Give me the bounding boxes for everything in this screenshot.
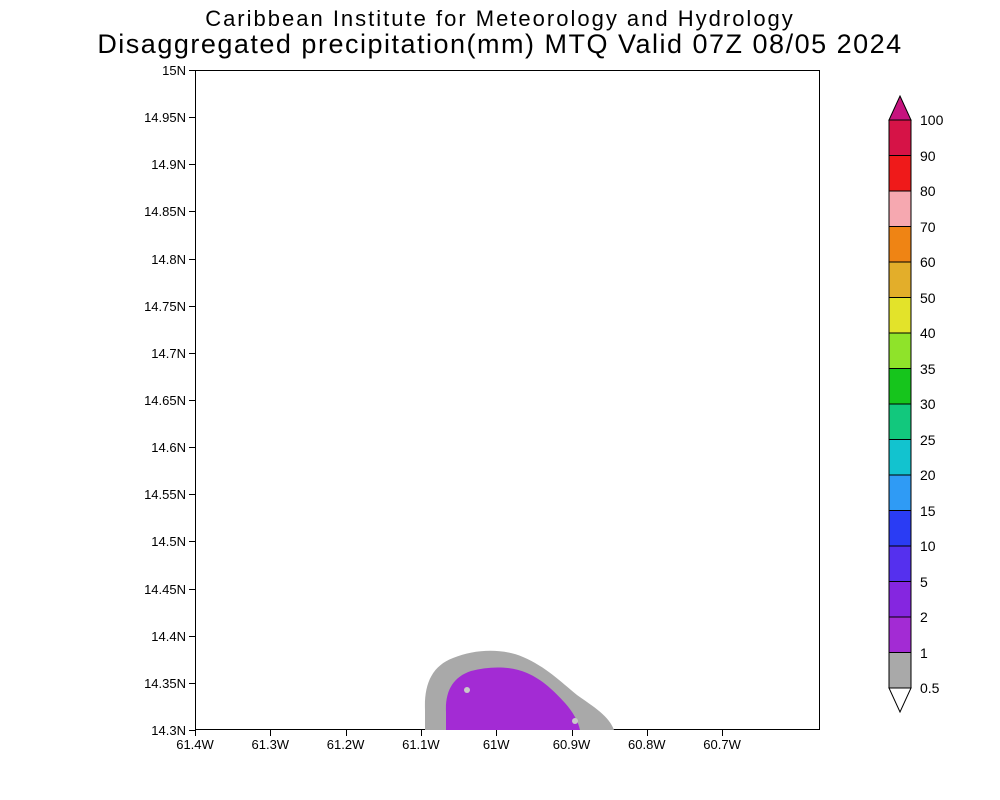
colorbar-segment-1-2: [888, 616, 912, 653]
map-plot-area: [195, 70, 820, 730]
y-tick-mark: [189, 258, 195, 260]
colorbar-segment-40-50: [888, 297, 912, 334]
x-axis-tick-label: 60.9W: [552, 737, 591, 752]
colorbar-segment-15-20: [888, 474, 912, 511]
y-tick-mark: [189, 305, 195, 307]
colorbar-upper-arrow: [888, 95, 912, 121]
x-tick-mark: [722, 730, 724, 736]
y-axis-tick-label: 14.8N: [151, 251, 186, 267]
colorbar-segment-5-10: [888, 545, 912, 582]
colorbar-label: 30: [920, 396, 936, 412]
y-tick-mark: [189, 635, 195, 637]
colorbar-segment-10-15: [888, 510, 912, 547]
y-axis-tick-label: 14.95N: [144, 110, 186, 126]
y-axis-tick-label: 14.5N: [151, 534, 186, 550]
colorbar-scale: [888, 95, 912, 713]
colorbar-label: 20: [920, 467, 936, 483]
y-axis-tick-label: 15N: [162, 63, 186, 78]
y-tick-mark: [189, 400, 195, 401]
x-tick-mark: [571, 730, 573, 736]
colorbar-segment-0.5-1: [888, 652, 912, 689]
y-axis-tick-label: 14.65N: [144, 393, 186, 408]
x-axis-tick-label: 61.2W: [326, 737, 365, 752]
x-tick-mark: [345, 730, 347, 736]
colorbar-label: 80: [920, 183, 936, 199]
x-axis-tick-label: 60.8W: [628, 737, 666, 752]
y-axis-tick-label: 14.55N: [144, 487, 186, 503]
colorbar-label: 25: [920, 431, 936, 448]
y-tick-mark: [189, 211, 195, 213]
y-axis-tick-label: 14.45N: [144, 581, 186, 597]
colorbar-segment-2-5: [888, 581, 912, 618]
x-axis-tick-label: 60.7W: [703, 737, 741, 752]
y-tick-mark: [189, 352, 195, 354]
colorbar-segment-80-90: [888, 155, 912, 192]
colorbar-segment-70-80: [888, 190, 912, 227]
y-axis-tick-label: 14.75N: [144, 298, 186, 314]
colorbar-label: 5: [920, 573, 928, 590]
y-axis-tick-label: 14.4N: [151, 628, 186, 644]
y-axis-tick-label: 14.35N: [144, 675, 186, 691]
colorbar-segment-30-35: [888, 368, 912, 405]
colorbar-label: 15: [920, 502, 936, 519]
y-tick-mark: [189, 70, 195, 71]
y-tick-mark: [189, 117, 195, 119]
x-axis-tick-label: 61W: [482, 737, 510, 752]
x-axis-tick-label: 61.3W: [251, 737, 290, 752]
colorbar-label: 90: [920, 147, 936, 164]
y-tick-mark: [189, 164, 195, 166]
colorbar-label: 10: [920, 538, 936, 554]
y-tick-mark: [189, 541, 195, 543]
x-tick-mark: [420, 730, 422, 736]
colorbar-segment-60-70: [888, 226, 912, 263]
y-tick-mark: [189, 447, 195, 449]
institution-title: Caribbean Institute for Meteorology and …: [205, 6, 795, 31]
x-tick-mark: [646, 730, 648, 736]
colorbar-label: 60: [920, 254, 936, 270]
y-tick-mark: [189, 494, 195, 496]
x-tick-mark: [496, 730, 498, 736]
colorbar-segment-20-25: [888, 439, 912, 476]
x-axis-tick-label: 61.4W: [176, 737, 214, 752]
y-axis-tick-label: 14.3N: [151, 723, 186, 738]
colorbar-segment-35-40: [888, 332, 912, 369]
x-tick-mark: [270, 730, 272, 736]
colorbar-label: 0.5: [920, 680, 940, 696]
x-tick-mark: [195, 730, 196, 736]
colorbar-segment-25-30: [888, 403, 912, 440]
y-axis-tick-label: 14.85N: [144, 204, 186, 220]
y-tick-mark: [189, 588, 195, 590]
x-axis-tick-label: 61.1W: [402, 737, 440, 752]
y-tick-mark: [189, 682, 195, 684]
plot-title: Disaggregated precipitation(mm) MTQ Vali…: [97, 29, 903, 59]
colorbar-label: 2: [920, 609, 928, 625]
colorbar-label: 40: [920, 325, 936, 341]
colorbar-label: 100: [920, 112, 944, 128]
y-tick-mark: [189, 730, 195, 731]
colorbar-label: 50: [920, 289, 936, 306]
y-axis-tick-label: 14.7N: [151, 345, 186, 361]
y-axis-tick-label: 14.9N: [151, 157, 186, 173]
colorbar-label: 70: [920, 218, 936, 235]
colorbar-segment-50-60: [888, 261, 912, 298]
y-axis-tick-label: 14.6N: [151, 440, 186, 456]
colorbar-segment-90-100: [888, 119, 912, 156]
colorbar-lower-arrow: [888, 687, 912, 713]
colorbar-label: 1: [920, 644, 928, 661]
colorbar-label: 35: [920, 360, 936, 377]
